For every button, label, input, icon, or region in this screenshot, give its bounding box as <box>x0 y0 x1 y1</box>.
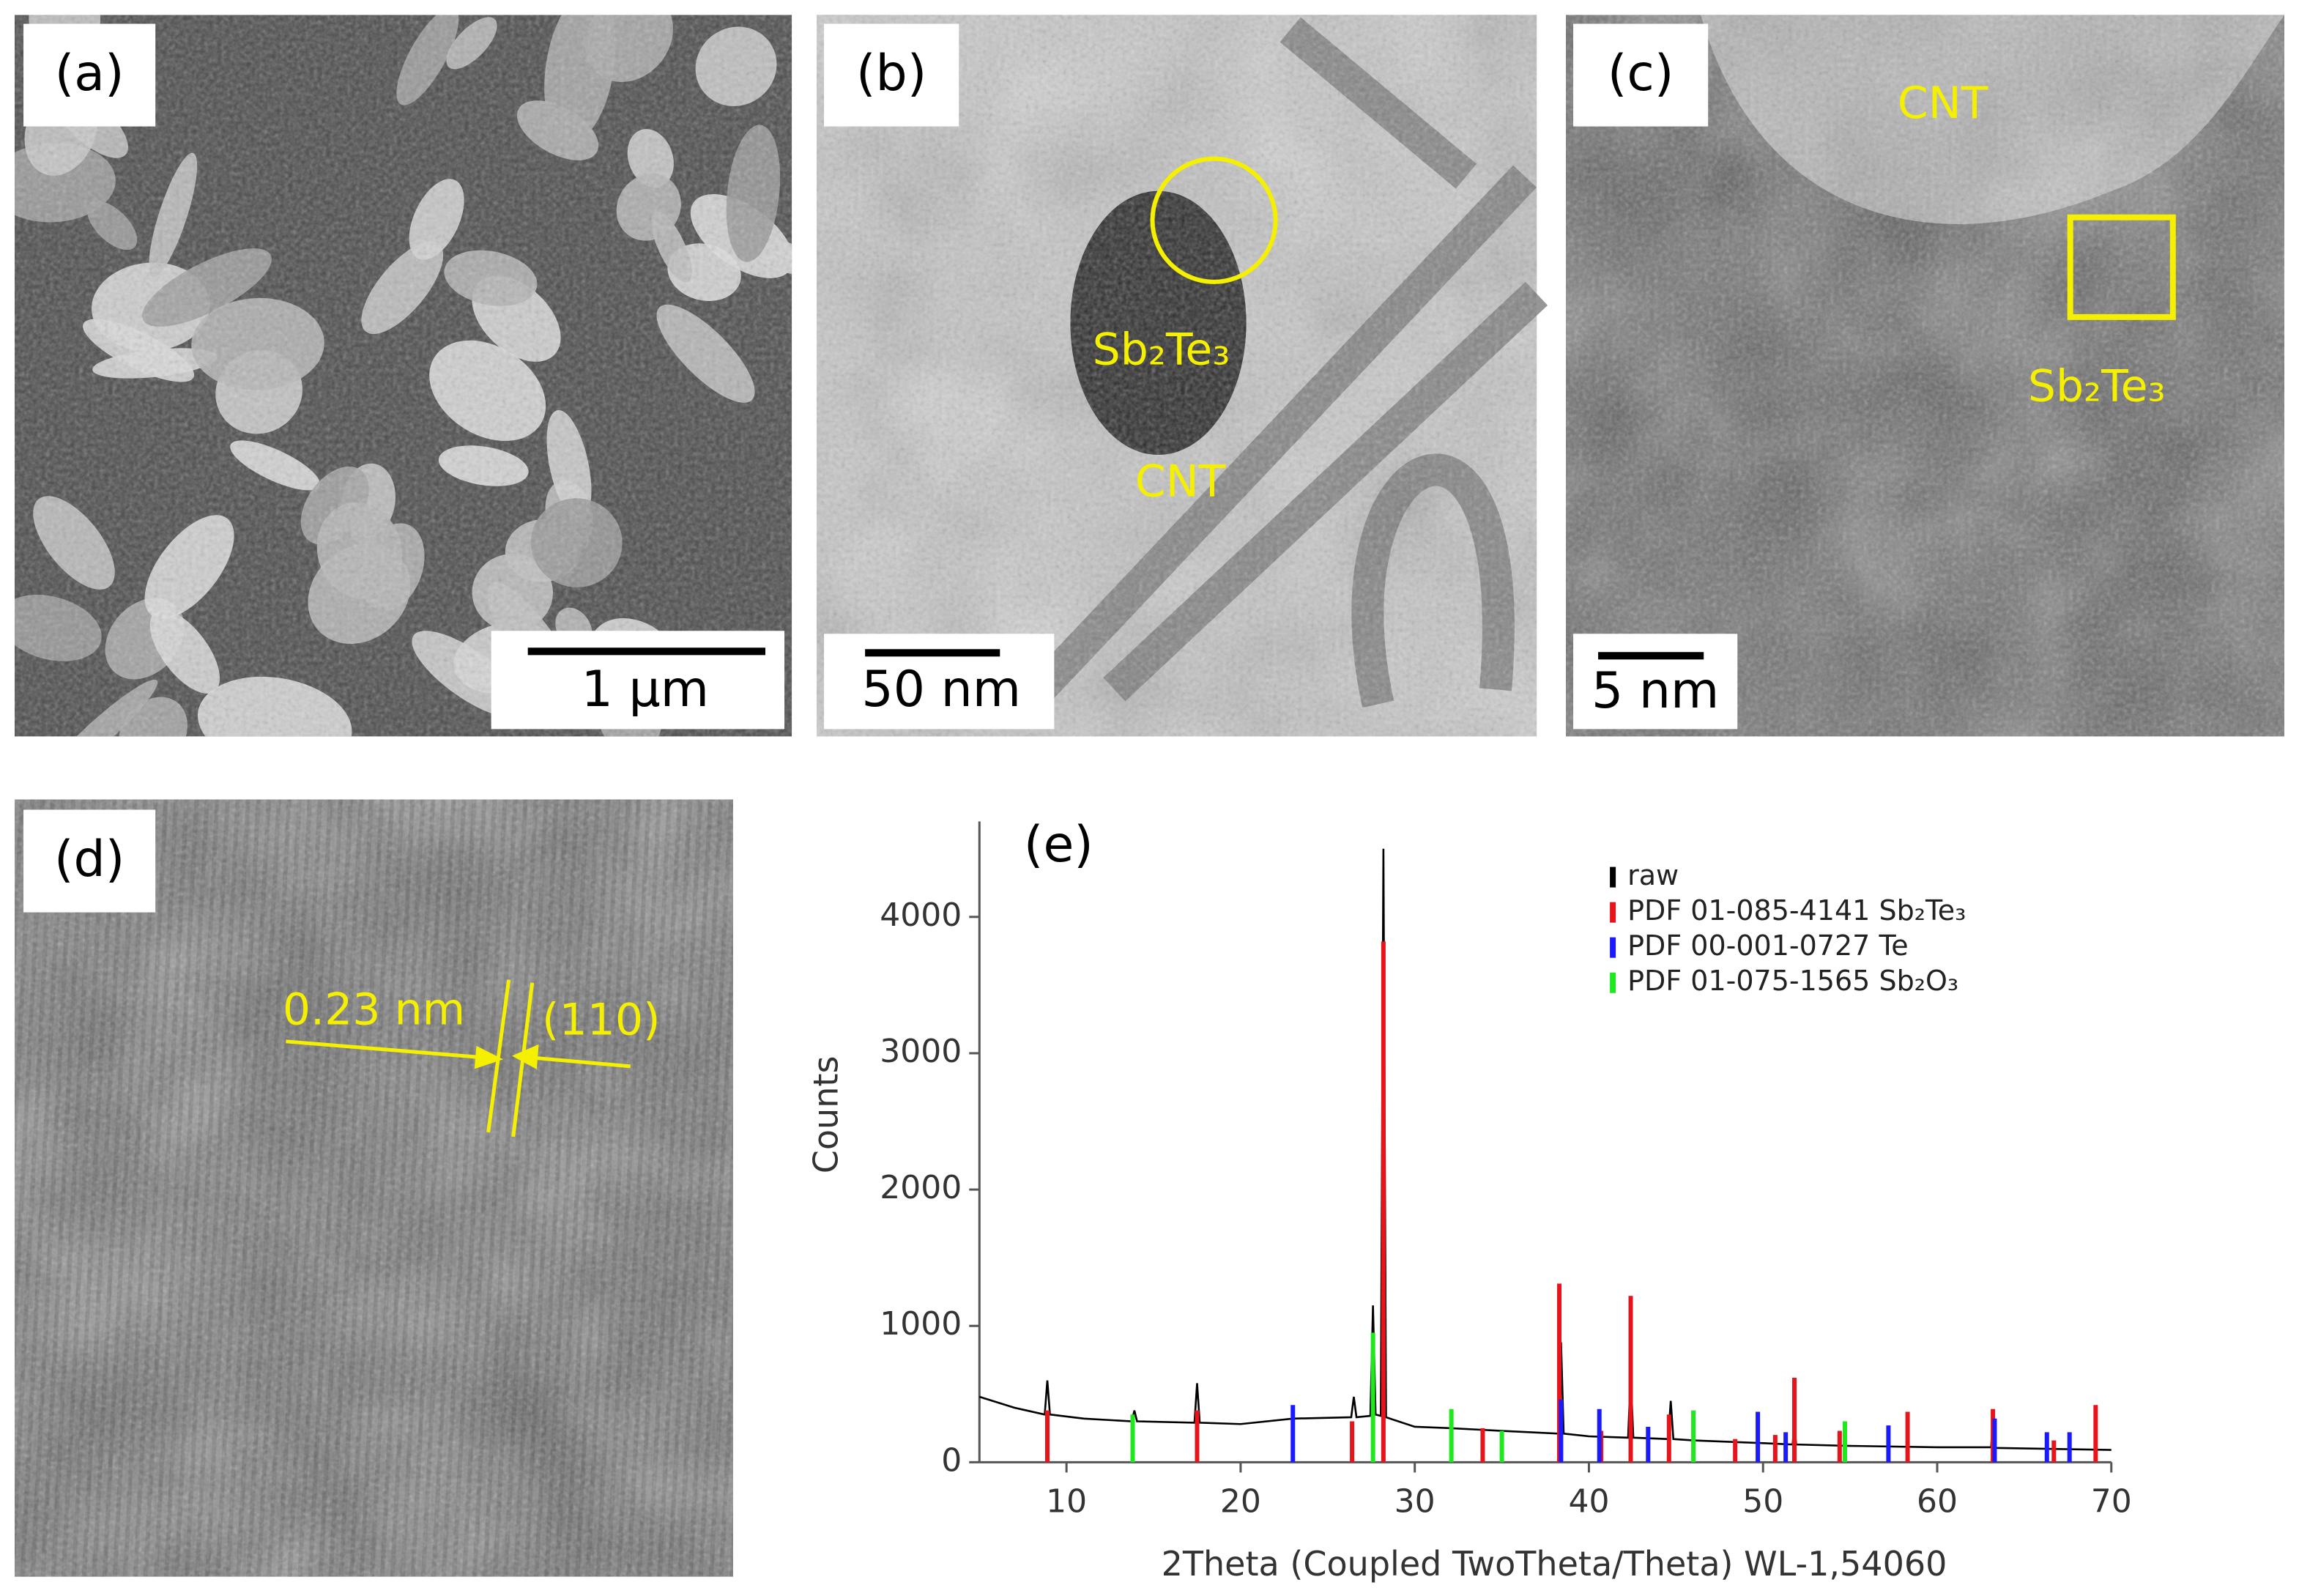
legend-swatch <box>1610 902 1616 923</box>
annotation: CNT <box>1135 456 1226 508</box>
fringe-line <box>486 979 511 1133</box>
x-tick-label: 70 <box>2091 1482 2132 1520</box>
label-box <box>23 23 156 127</box>
texture <box>15 15 792 737</box>
scale-label: 5 nm <box>1592 662 1719 720</box>
panel-a: (a) 1 μm <box>15 15 792 737</box>
x-tick-label: 50 <box>1742 1482 1783 1520</box>
annotation: 0.23 nm <box>283 984 465 1035</box>
arrowhead <box>474 1045 504 1069</box>
annotation: (110) <box>542 994 660 1045</box>
legend-label: raw <box>1627 859 1679 891</box>
texture <box>1566 15 2284 737</box>
x-tick-label: 30 <box>1394 1482 1436 1520</box>
x-tick-label: 40 <box>1568 1482 1609 1520</box>
scale-box <box>1573 634 1738 730</box>
x-axis-label: 2Theta (Coupled TwoTheta/Theta) WL-1,540… <box>1162 1544 1947 1584</box>
y-tick-label: 0 <box>941 1441 962 1479</box>
annotation: Sb₂Te₃ <box>1093 324 1230 376</box>
arrow <box>286 1039 484 1060</box>
panel-label: (a) <box>55 45 125 103</box>
arrowhead <box>511 1044 539 1069</box>
y-tick-label: 3000 <box>880 1033 962 1070</box>
panel-c: CNT Sb₂Te₃ (c) 5 nm <box>1566 15 2284 737</box>
panel-d: 0.23 nm (110) (d) <box>15 799 733 1577</box>
annotation: Sb₂Te₃ <box>2028 361 2166 412</box>
raw-line <box>978 848 2112 1451</box>
x-tick-label: 60 <box>1917 1482 1958 1520</box>
legend-swatch <box>1610 866 1616 888</box>
arrow <box>530 1055 631 1069</box>
scale-label: 1 μm <box>582 661 710 719</box>
scale-label: 50 nm <box>861 661 1021 719</box>
y-tick-label: 4000 <box>880 897 962 934</box>
y-tick-label: 2000 <box>880 1169 962 1206</box>
label-box <box>1573 23 1709 127</box>
legend-swatch <box>1610 937 1616 958</box>
texture <box>15 799 733 1577</box>
annotation: CNT <box>1898 78 1988 129</box>
panel-label: (e) <box>1024 816 1093 874</box>
legend-swatch <box>1610 972 1616 993</box>
chart: (e) 2Theta (Coupled TwoTheta/Theta) WL-1… <box>806 816 2132 1584</box>
legend-label: PDF 01-075-1565 Sb₂O₃ <box>1627 965 1958 997</box>
x-tick-label: 20 <box>1220 1482 1261 1520</box>
x-tick-label: 10 <box>1046 1482 1087 1520</box>
label-box <box>23 809 156 913</box>
label-box <box>824 23 959 127</box>
texture <box>817 15 1537 737</box>
y-tick-label: 1000 <box>880 1305 962 1343</box>
circle-marker <box>1150 156 1278 284</box>
panel-label: (c) <box>1608 45 1674 103</box>
y-axis-label: Counts <box>806 1056 846 1174</box>
panel-b: Sb₂Te₃ CNT (b) 50 nm <box>817 15 1548 737</box>
measure <box>286 979 631 1137</box>
panel-label: (b) <box>856 45 926 103</box>
scale-box <box>491 631 785 730</box>
panel-label: (d) <box>54 831 125 888</box>
legend-label: PDF 00-001-0727 Te <box>1627 929 1909 962</box>
square-marker <box>2067 214 2176 320</box>
legend-label: PDF 01-085-4141 Sb₂Te₃ <box>1627 894 1966 927</box>
